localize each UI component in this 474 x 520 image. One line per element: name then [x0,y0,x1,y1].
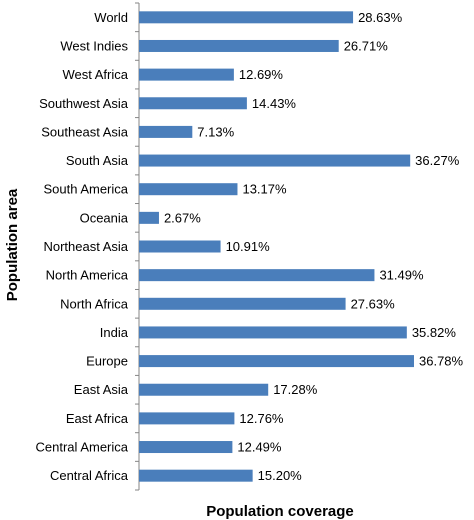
data-label: 36.78% [419,354,464,369]
data-label: 12.76% [239,411,284,426]
category-label: Southwest Asia [39,96,129,111]
bar [139,269,375,282]
data-label: 17.28% [273,382,318,397]
bar [139,383,269,396]
bar [139,68,234,81]
category-label: North Africa [60,296,129,311]
category-label: West Africa [62,67,128,82]
value-labels: 28.63% 26.71% 12.69% 14.43% 7.13% 36.27% 13.17… [164,10,464,483]
data-label: 35.82% [412,325,457,340]
category-label: Southeast Asia [41,124,128,139]
bar [139,97,247,110]
bar [139,441,233,454]
category-label: North America [46,268,129,283]
bar [139,326,407,339]
category-label: West Indies [60,38,128,53]
y-axis-title: Population area [4,188,21,301]
category-label: South America [43,182,128,197]
data-label: 10.91% [226,239,271,254]
x-axis-title: Population coverage [206,503,354,520]
bar [139,412,235,425]
data-label: 26.71% [344,38,389,53]
data-label: 14.43% [252,96,297,111]
bars [139,11,414,482]
category-label: South Asia [66,153,129,168]
category-label: Northeast Asia [43,239,128,254]
bar [139,154,411,167]
bar [139,183,238,196]
bar [139,39,339,52]
data-label: 12.69% [239,67,284,82]
data-label: 12.49% [237,440,282,455]
category-labels: World West Indies West Africa Southwest Asi… [36,10,129,483]
category-label: East Africa [66,411,129,426]
category-label: Oceania [80,210,129,225]
category-label: East Asia [74,382,129,397]
category-label: Europe [86,354,128,369]
bar [139,355,414,368]
y-axis-ticks [135,2,139,491]
bar [139,240,221,253]
category-label: World [94,10,128,25]
category-label: Central Africa [50,468,129,483]
category-label: India [100,325,129,340]
data-label: 13.17% [242,182,287,197]
data-label: 2.67% [164,210,201,225]
bar [139,469,253,482]
bar [139,297,346,310]
category-label: Central America [36,440,129,455]
data-label: 27.63% [351,296,396,311]
bar [139,11,354,24]
data-label: 36.27% [415,153,460,168]
bar [139,125,193,138]
data-label: 31.49% [379,268,424,283]
data-label: 15.20% [258,468,303,483]
bar [139,211,159,224]
data-label: 7.13% [197,124,234,139]
data-label: 28.63% [358,10,403,25]
